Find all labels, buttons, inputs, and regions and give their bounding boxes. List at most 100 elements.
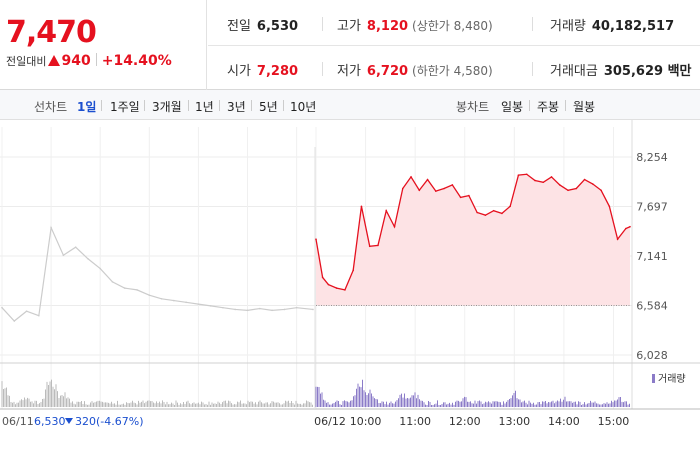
x-tick-label: 12:00 <box>449 415 481 428</box>
change-percent: +14.40% <box>101 53 172 69</box>
stat-label: 전일 <box>227 19 251 34</box>
chart-toolbar: 선차트 1일 1주일 3개월 1년 3년 5년 10년 봉차트 일봉 주봉 월봉 <box>0 90 700 120</box>
today-point <box>344 289 346 291</box>
prev-day-change: 320 <box>75 415 96 428</box>
stat-value: 8,120 <box>366 19 409 34</box>
today-point <box>468 194 470 197</box>
today-point <box>592 183 594 185</box>
today-point <box>352 269 354 272</box>
stat-sub: (상한가 8,480) <box>412 19 493 33</box>
stat-value: 40,182,517 <box>591 19 675 34</box>
today-point <box>327 283 330 286</box>
today-point <box>558 184 561 186</box>
prev-day-point <box>87 257 89 260</box>
today-point <box>608 205 611 208</box>
stat-label: 시가 <box>227 64 251 79</box>
today-point <box>377 244 379 247</box>
prev-day-point <box>1 306 3 309</box>
price-header: 7,470 전일대비 940 +14.40% 전일 6,530 고가 8,120 (상한가… <box>0 0 700 90</box>
stat-volume: 거래량 40,182,517 <box>550 15 674 34</box>
volume-panel <box>1 379 630 407</box>
divider <box>208 45 700 46</box>
divider <box>144 100 145 111</box>
today-point <box>435 190 437 192</box>
divider <box>532 62 533 76</box>
prev-day-point <box>74 246 77 248</box>
today-point <box>360 205 363 208</box>
tab-3months[interactable]: 3개월 <box>152 100 182 114</box>
today-point <box>368 245 371 248</box>
x-tick-label: 11:00 <box>399 415 431 428</box>
stat-value: 7,280 <box>256 64 299 79</box>
divider <box>101 100 102 111</box>
prev-day-point <box>271 309 273 312</box>
prev-day-line <box>1 225 314 322</box>
today-point <box>315 238 317 240</box>
prev-day-point <box>209 305 212 307</box>
prev-day-point <box>222 306 224 309</box>
price-change: 전일대비 940 +14.40% <box>6 53 172 69</box>
tab-10years[interactable]: 10년 <box>290 100 317 114</box>
today-point <box>629 225 631 228</box>
today-point <box>443 187 445 190</box>
divider <box>565 100 566 111</box>
prev-day-pct: (-4.67%) <box>96 415 144 428</box>
x-tick-label: 14:00 <box>548 415 580 428</box>
prev-day-point <box>312 308 314 311</box>
tab-1week[interactable]: 1주일 <box>110 100 140 114</box>
today-point <box>418 189 421 192</box>
tab-1year[interactable]: 1년 <box>195 100 214 114</box>
x-tick-label: 15:00 <box>598 415 630 428</box>
divider <box>322 17 323 31</box>
y-tick-label: 7,697 <box>636 201 668 214</box>
volume-legend-swatch <box>652 374 655 383</box>
price-box: 7,470 전일대비 940 +14.40% <box>0 0 207 90</box>
divider <box>283 100 284 111</box>
x-tick-label: 10:00 <box>350 415 382 428</box>
today-point <box>426 178 429 181</box>
divider <box>532 17 533 31</box>
today-point <box>401 187 404 190</box>
today-point <box>600 189 602 192</box>
prev-day-point <box>62 254 65 256</box>
change-value: 940 <box>61 53 91 69</box>
prev-day-point <box>13 320 16 322</box>
divider <box>322 62 323 76</box>
stat-open: 시가 7,280 <box>227 60 298 79</box>
line-chart-label: 선차트 <box>34 100 68 114</box>
today-point <box>393 225 396 228</box>
prev-day-point <box>160 297 163 300</box>
tab-daily-candle[interactable]: 일봉 <box>501 100 524 114</box>
prev-day-point <box>173 299 175 302</box>
prev-day-point <box>148 294 151 297</box>
prev-day-point <box>111 281 114 283</box>
prev-day-point <box>136 289 138 291</box>
current-price: 7,470 <box>6 15 97 50</box>
today-point <box>492 209 495 212</box>
tab-5years[interactable]: 5년 <box>259 100 278 114</box>
today-series <box>315 173 631 306</box>
stat-label: 고가 <box>337 19 361 34</box>
tab-1day[interactable]: 1일 <box>77 100 97 114</box>
y-tick-label: 7,141 <box>636 250 668 263</box>
prev-day-series <box>1 225 314 322</box>
prev-day-point <box>185 301 187 304</box>
tab-weekly-candle[interactable]: 주봉 <box>537 100 560 114</box>
price-chart[interactable]: 8,254 7,697 7,141 6,584 6,028 06/12 10:00 11:0… <box>0 120 700 450</box>
today-point <box>335 287 338 289</box>
today-point <box>459 196 462 199</box>
prev-day-point <box>259 307 261 310</box>
stat-amount: 거래대금 305,629 백만 <box>550 60 692 79</box>
tab-3years[interactable]: 3년 <box>227 100 246 114</box>
prev-day-date: 06/11 <box>2 415 34 428</box>
today-point <box>476 211 478 214</box>
stat-label: 저가 <box>337 64 361 79</box>
today-point <box>625 227 627 230</box>
today-point <box>583 178 586 181</box>
prev-day-point <box>246 309 249 312</box>
today-point <box>616 238 619 240</box>
stat-prev-close: 전일 6,530 <box>227 15 298 34</box>
tab-monthly-candle[interactable]: 월봉 <box>573 100 596 114</box>
stat-value: 305,629 백만 <box>603 64 692 79</box>
today-point <box>525 173 528 176</box>
